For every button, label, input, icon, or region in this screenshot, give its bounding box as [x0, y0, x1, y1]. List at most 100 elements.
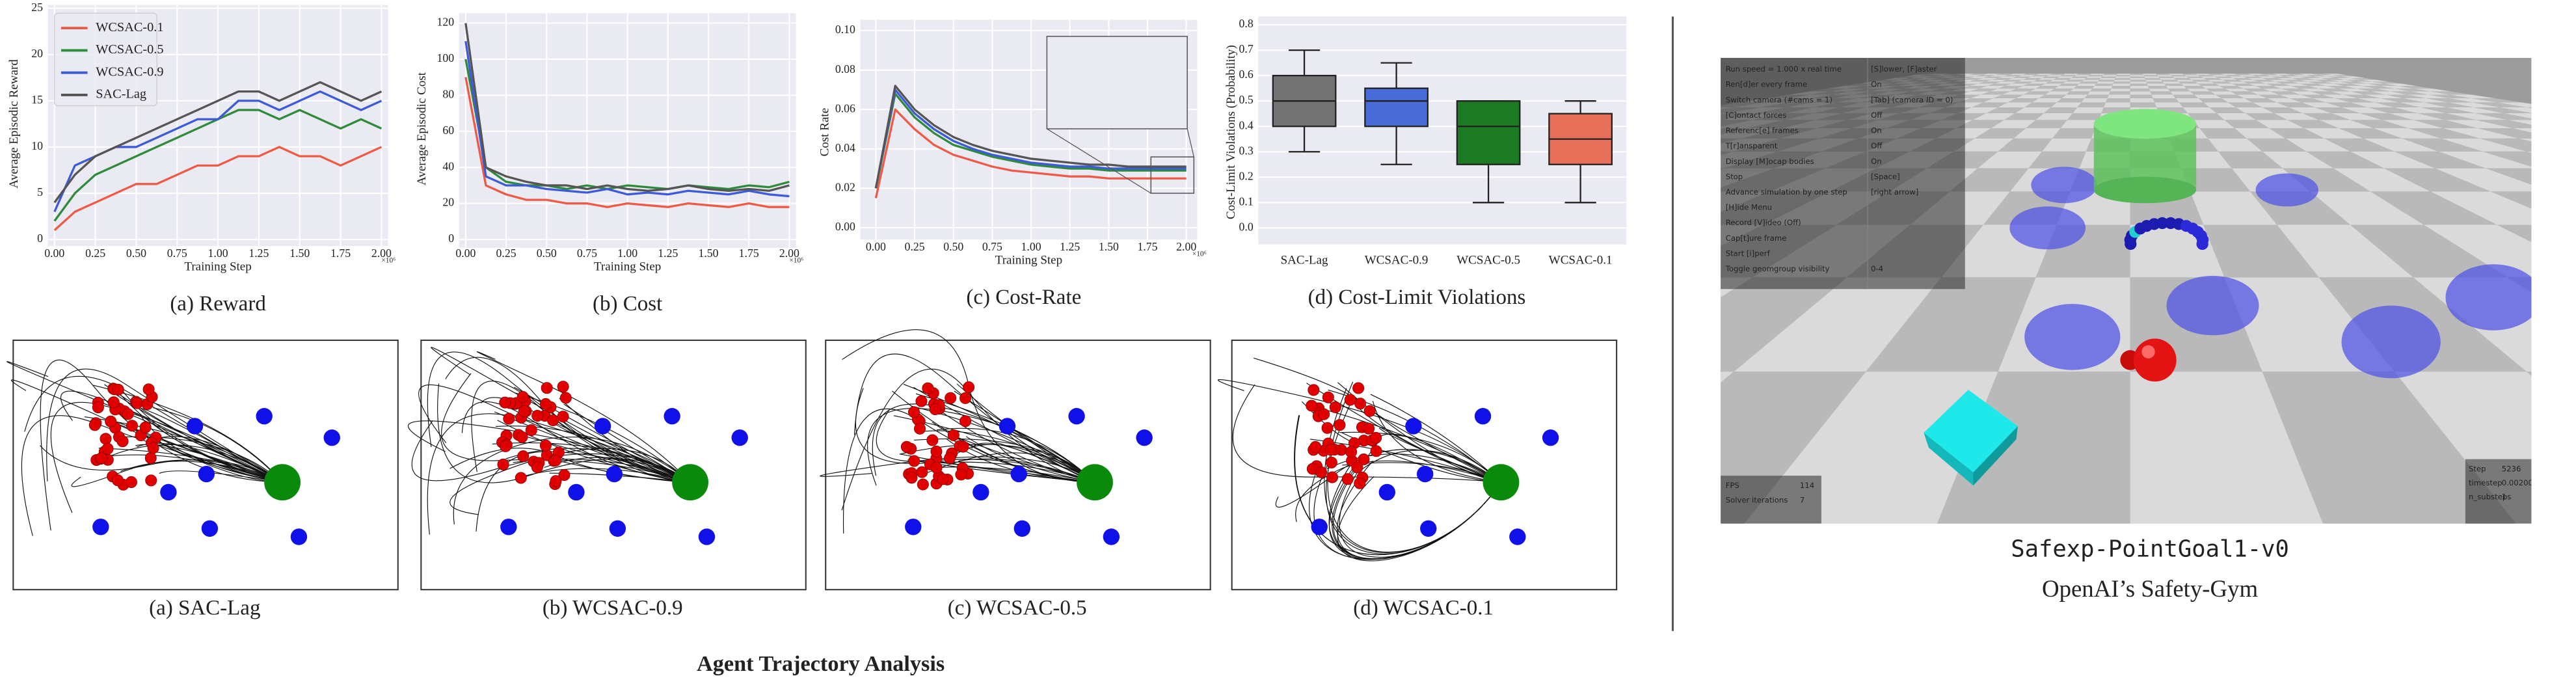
- floor-tile: [2370, 91, 2408, 95]
- x-axis-label: Training Step: [184, 260, 251, 274]
- floor-tile: [2052, 128, 2096, 139]
- floor-tile: [2410, 91, 2450, 95]
- trajectory: [954, 390, 1095, 483]
- floor-tile: [2368, 107, 2418, 113]
- floor-tile: [2300, 83, 2327, 87]
- endpoint: [937, 473, 949, 485]
- floor-tile: [2049, 74, 2066, 75]
- floor-tile: [2326, 102, 2368, 108]
- endpoint: [139, 421, 152, 433]
- menu-value: [S]lower, [F]aster: [1871, 64, 1937, 74]
- floor-tile: [2170, 75, 2186, 77]
- endpoint: [549, 454, 561, 467]
- floor-tile: [2103, 74, 2117, 75]
- floor-tile: [2208, 74, 2225, 75]
- floor-tile: [2073, 86, 2095, 89]
- floor-tile: [2318, 75, 2341, 77]
- floor-tile: [2076, 74, 2091, 75]
- floor-tile: [2035, 113, 2073, 120]
- x-tick-label: 0.00: [866, 240, 886, 253]
- floor-tile: [2060, 120, 2099, 128]
- floor-tile: [2108, 91, 2130, 95]
- x-tick-label: WCSAC-0.9: [1365, 253, 1429, 267]
- floor-tile: [2150, 91, 2173, 95]
- floor-tile: [2084, 94, 2109, 99]
- x-tick-label: 0.00: [44, 247, 64, 260]
- chart: 0 20 40 60 80 100 120 0.00 0.25 0.50 0.75 1.00 1.25 1…: [415, 13, 803, 274]
- y-tick-label: 0.08: [835, 62, 855, 75]
- floor-tile: [1983, 76, 2004, 78]
- floor-tile: [2447, 107, 2504, 113]
- floor-tile: [2394, 107, 2447, 113]
- endpoint: [908, 455, 920, 467]
- floor-tile: [2017, 86, 2041, 89]
- floor-tile: [2197, 83, 2220, 87]
- floor-tile: [2130, 372, 2324, 524]
- floor-tile: [2242, 76, 2262, 78]
- hazard: [2031, 167, 2097, 204]
- x-tick-label: 0.50: [126, 247, 146, 260]
- floor-tile: [2090, 88, 2112, 92]
- endpoint: [1358, 454, 1370, 466]
- y-tick-label: 0.0: [1239, 220, 1254, 233]
- trajectory: [120, 461, 283, 483]
- floor-tile: [2183, 86, 2206, 89]
- y-tick-label: 0.6: [1239, 68, 1254, 81]
- stat-value: 5236: [2502, 464, 2521, 473]
- endpoint: [944, 452, 956, 465]
- endpoint: [147, 442, 159, 454]
- goal: [264, 464, 301, 501]
- menu-key: Ren[d]er every frame: [1726, 80, 1808, 89]
- floor-tile: [2033, 79, 2054, 82]
- floor-tile: [2195, 74, 2211, 75]
- floor-tile: [2277, 102, 2315, 108]
- endpoint: [959, 415, 972, 427]
- floor-tile: [2343, 94, 2381, 99]
- y-tick-label: 0.10: [835, 23, 855, 36]
- trajectory: [476, 351, 691, 483]
- endpoint: [518, 405, 530, 418]
- floor-tile: [2307, 81, 2334, 84]
- floor-tile: [2056, 98, 2085, 103]
- floor-tile: [2339, 81, 2368, 84]
- floor-tile: [2279, 94, 2313, 99]
- endpoint: [916, 466, 928, 478]
- floor-tile: [2081, 98, 2108, 103]
- menu-key: Referenc[e] frames: [1726, 126, 1799, 135]
- box: [1364, 87, 1429, 128]
- floor-tile: [1970, 94, 2003, 99]
- floor-tile: [2063, 74, 2078, 75]
- endpoint: [122, 408, 134, 420]
- trajectory: [1356, 450, 1501, 483]
- floor-tile: [2220, 74, 2238, 75]
- floor-tile: [2291, 77, 2314, 80]
- x-tick-label: 1.00: [1021, 240, 1041, 253]
- floor-tile: [2035, 86, 2059, 89]
- floor-tile: [2252, 102, 2289, 108]
- floor-tile: [2526, 107, 2532, 109]
- floor-tile: [2182, 74, 2198, 75]
- x-exponent: ×10⁶: [381, 257, 396, 265]
- endpoint: [100, 433, 112, 445]
- floor-tile: [2259, 74, 2279, 75]
- floor-tile: [2022, 77, 2043, 80]
- floor-tile: [1953, 138, 2014, 152]
- trajectory: [1309, 439, 1501, 483]
- menu-key: Stop: [1726, 172, 1743, 181]
- floor-tile: [2071, 76, 2088, 78]
- floor-tile: [2299, 79, 2324, 82]
- endpoint: [145, 474, 157, 487]
- floor-tile: [2266, 98, 2301, 103]
- stats-panel-right: [2465, 459, 2532, 524]
- floor-tile: [2287, 120, 2339, 128]
- floor-tile: [2173, 94, 2199, 99]
- hazard: [290, 528, 308, 545]
- floor-tile: [2007, 77, 2028, 80]
- floor-tile: [2355, 81, 2385, 84]
- y-tick-label: 20: [442, 196, 454, 209]
- series-line: [464, 23, 790, 192]
- floor-tile: [2238, 75, 2257, 77]
- floor-tile: [2027, 76, 2046, 78]
